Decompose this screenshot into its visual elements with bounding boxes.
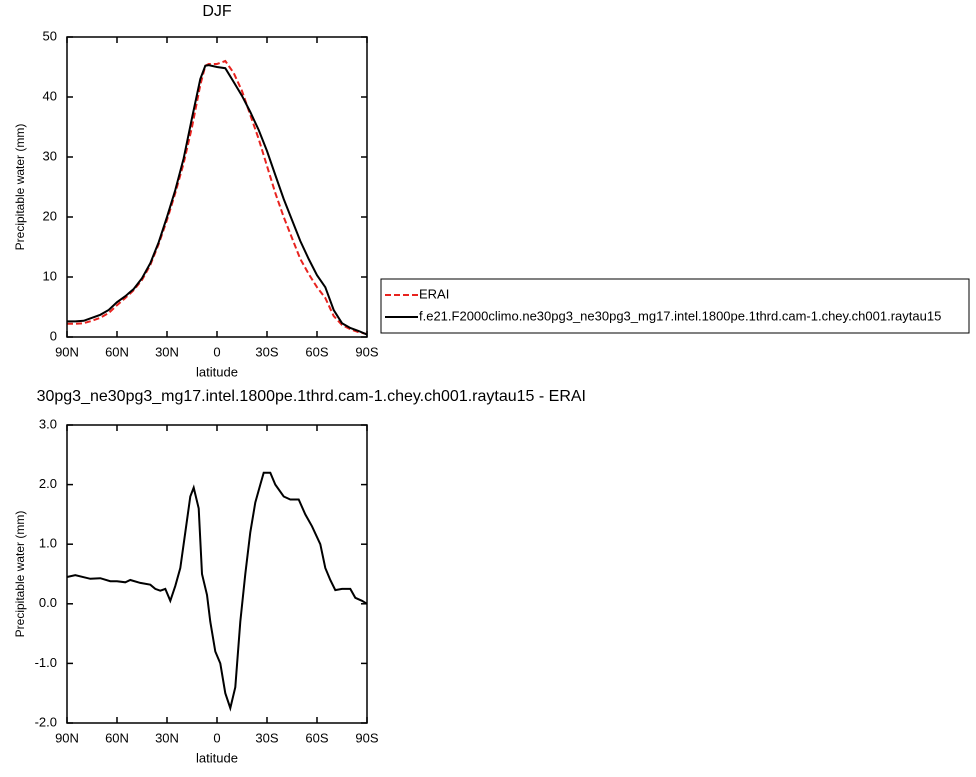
y-tick-label: 3.0	[39, 416, 57, 431]
y-axis-label: Precipitable water (mm)	[13, 124, 27, 251]
x-tick-label: 60S	[305, 344, 328, 359]
x-axis-label: latitude	[196, 750, 238, 765]
y-tick-label: 50	[43, 28, 57, 43]
x-tick-label: 60S	[305, 730, 328, 745]
x-tick-label: 90N	[55, 344, 79, 359]
x-tick-label: 30S	[255, 730, 278, 745]
x-tick-label: 0	[213, 730, 220, 745]
x-tick-label: 0	[213, 344, 220, 359]
y-tick-label: -1.0	[35, 655, 57, 670]
y-tick-label: 20	[43, 208, 57, 223]
x-tick-label: 90S	[355, 344, 378, 359]
x-tick-label: 30N	[155, 344, 179, 359]
x-tick-label: 30N	[155, 730, 179, 745]
y-tick-label: 40	[43, 88, 57, 103]
x-axis-label: latitude	[196, 364, 238, 379]
y-tick-label: 1.0	[39, 536, 57, 551]
data-line	[67, 64, 368, 336]
chart-title: DJF	[202, 3, 232, 20]
chart-title: 30pg3_ne30pg3_mg17.intel.1800pe.1thrd.ca…	[37, 388, 586, 405]
y-tick-label: 2.0	[39, 476, 57, 491]
x-tick-label: 60N	[105, 344, 129, 359]
plot-frame	[66, 36, 368, 338]
data-line	[66, 471, 368, 712]
y-tick-label: 0.0	[39, 595, 57, 610]
x-tick-label: 90S	[355, 730, 378, 745]
x-tick-label: 60N	[105, 730, 129, 745]
legend-label: f.e21.F2000climo.ne30pg3_ne30pg3_mg17.in…	[419, 308, 941, 323]
y-tick-label: 10	[43, 268, 57, 283]
y-tick-label: 30	[43, 148, 57, 163]
y-axis-label: Precipitable water (mm)	[13, 511, 27, 638]
x-tick-label: 30S	[255, 344, 278, 359]
plot-frame	[66, 424, 368, 724]
legend-box	[380, 278, 970, 334]
y-tick-label: -2.0	[35, 714, 57, 729]
data-line	[67, 59, 368, 335]
x-tick-label: 90N	[55, 730, 79, 745]
legend-label: ERAI	[419, 286, 449, 301]
y-tick-label: 0	[50, 328, 57, 343]
